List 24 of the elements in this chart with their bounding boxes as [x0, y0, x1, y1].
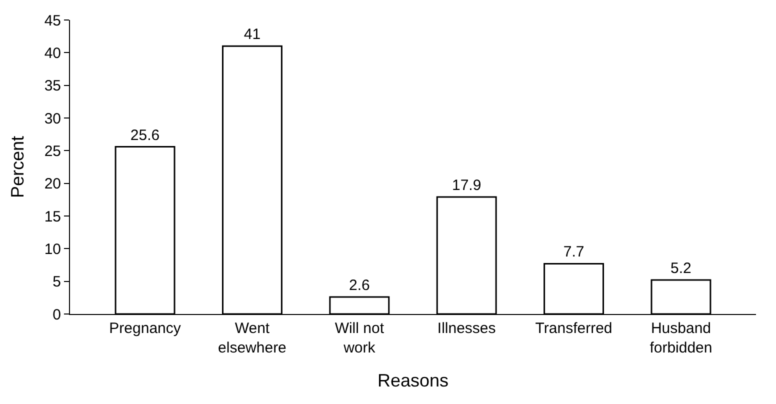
x-tick-label: Husband forbidden	[650, 320, 712, 356]
data-label: 7.7	[563, 244, 584, 261]
y-tick-label: 10	[44, 240, 61, 258]
y-tick-label: 15	[44, 208, 61, 226]
y-axis-title: Percent	[8, 136, 28, 198]
y-tick-label: 45	[44, 12, 61, 30]
y-tick-label: 35	[44, 78, 61, 95]
x-tick-label: Will not work	[334, 320, 385, 356]
y-tick-label: 5	[52, 274, 61, 291]
y-tick-label: 20	[44, 176, 61, 193]
x-axis-title: Reasons	[377, 370, 449, 391]
y-tick-label: 0	[52, 306, 61, 324]
data-label: 5.2	[670, 260, 692, 278]
data-label: 25.6	[130, 126, 160, 144]
x-tick-label: Pregnancy	[109, 320, 182, 337]
y-tick-label: 40	[44, 44, 61, 62]
y-tick-label: 30	[44, 110, 61, 128]
data-label: 2.6	[348, 277, 370, 294]
data-label: 17.9	[452, 177, 482, 194]
x-tick-label: Went elsewhere	[218, 320, 286, 356]
data-label: 41	[244, 26, 261, 44]
x-tick-label: Illnesses	[437, 320, 496, 337]
x-tick-label: Transferred	[535, 320, 612, 337]
y-tick-label: 25	[44, 142, 61, 160]
